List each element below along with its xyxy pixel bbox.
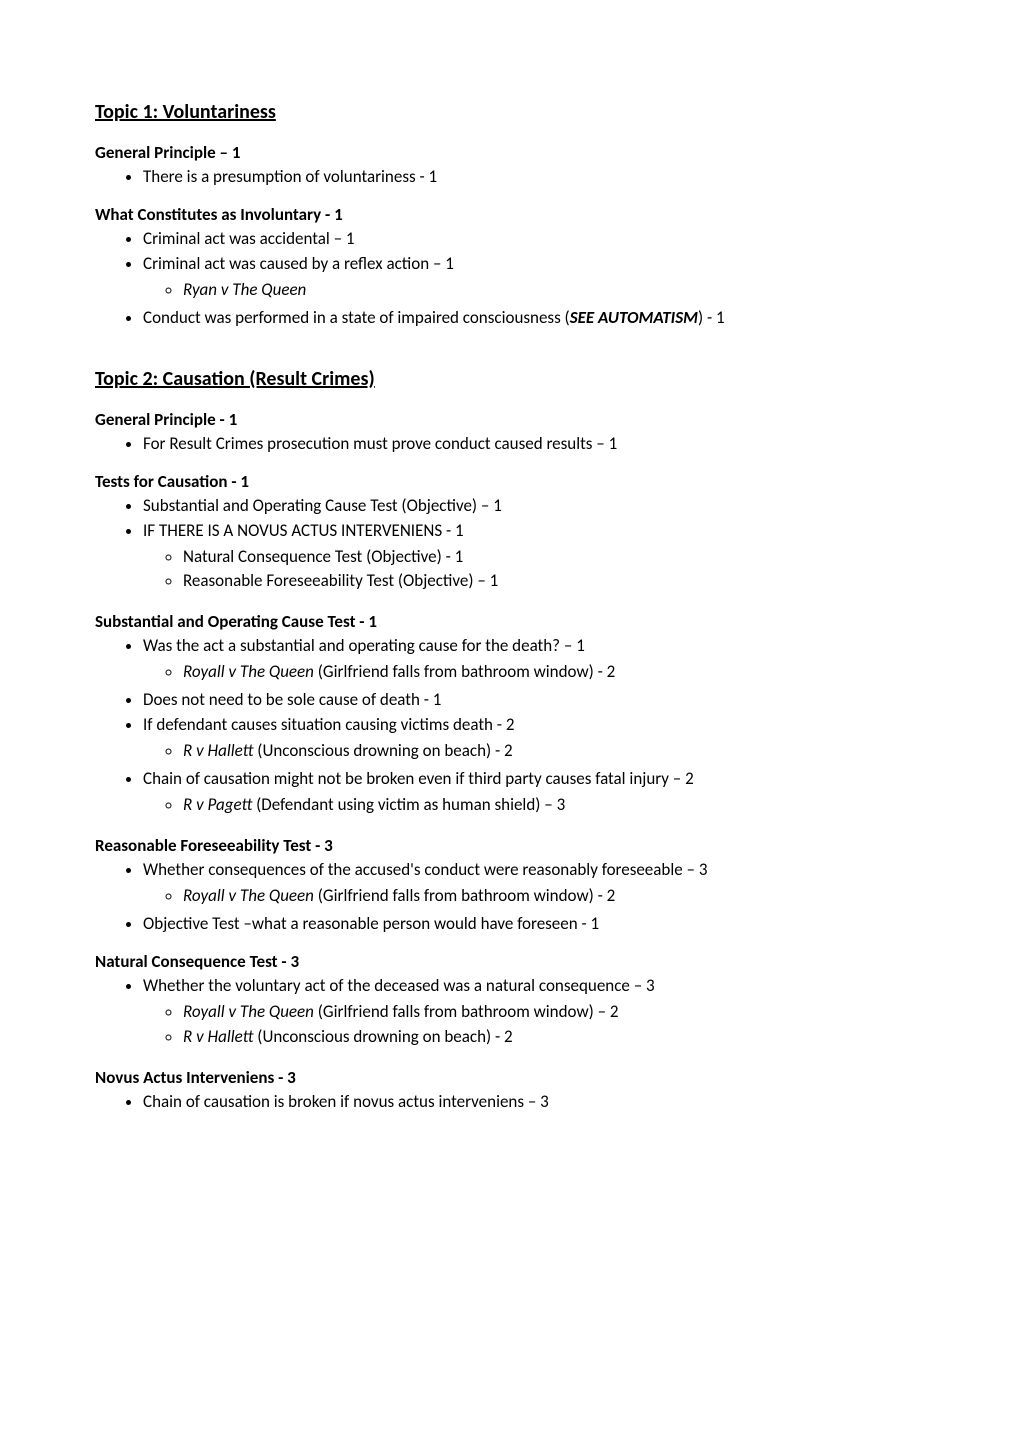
sublist: R v Pagett (Defendant using victim as hu…: [143, 793, 925, 818]
list-general-2: For Result Crimes prosecution must prove…: [95, 432, 925, 457]
list-item: Natural Consequence Test (Objective) - 1: [183, 545, 925, 570]
case-citation: R v Pagett: [183, 794, 252, 815]
case-citation: Ryan v The Queen: [183, 279, 306, 300]
text-part: (Unconscious drowning on beach) - 2: [253, 740, 512, 761]
list-item: Does not need to be sole cause of death …: [143, 688, 925, 713]
case-citation: Royall v The Queen: [183, 885, 314, 906]
list-item: Royall v The Queen (Girlfriend falls fro…: [183, 660, 925, 685]
sublist: Natural Consequence Test (Objective) - 1…: [143, 545, 925, 595]
list-item: Objective Test –what a reasonable person…: [143, 912, 925, 937]
text-part: (Girlfriend falls from bathroom window) …: [314, 1001, 619, 1022]
list-item: Whether the voluntary act of the decease…: [143, 974, 925, 1053]
case-citation: Royall v The Queen: [183, 661, 314, 682]
list-item: For Result Crimes prosecution must prove…: [143, 432, 925, 457]
list-item: IF THERE IS A NOVUS ACTUS INTERVENIENS -…: [143, 519, 925, 598]
list-foreseeability: Whether consequences of the accused's co…: [95, 858, 925, 937]
section-heading-novus: Novus Actus Interveniens - 3: [95, 1067, 925, 1088]
list-natural: Whether the voluntary act of the decease…: [95, 974, 925, 1053]
sublist: Royall v The Queen (Girlfriend falls fro…: [143, 660, 925, 685]
document-page: Topic 1: Voluntariness General Principle…: [0, 0, 1020, 1189]
list-item-text: Criminal act was caused by a reflex acti…: [143, 253, 454, 274]
case-citation: Royall v The Queen: [183, 1001, 314, 1022]
list-item: Reasonable Foreseeability Test (Objectiv…: [183, 569, 925, 594]
case-citation: R v Hallett: [183, 1026, 253, 1047]
list-item: R v Hallett (Unconscious drowning on bea…: [183, 1025, 925, 1050]
text-part: ) - 1: [698, 307, 725, 328]
list-item: R v Hallett (Unconscious drowning on bea…: [183, 739, 925, 764]
list-item-text: Whether consequences of the accused's co…: [143, 859, 707, 880]
list-item: There is a presumption of voluntariness …: [143, 165, 925, 190]
topic-1-heading: Topic 1: Voluntariness: [95, 100, 925, 124]
sublist: Royall v The Queen (Girlfriend falls fro…: [143, 884, 925, 909]
section-heading-foreseeability: Reasonable Foreseeability Test - 3: [95, 835, 925, 856]
emphasis-text: SEE AUTOMATISM: [570, 307, 698, 328]
list-item: Royall v The Queen (Girlfriend falls fro…: [183, 884, 925, 909]
list-general-1: There is a presumption of voluntariness …: [95, 165, 925, 190]
section-heading-general-1: General Principle – 1: [95, 142, 925, 163]
section-heading-natural: Natural Consequence Test - 3: [95, 951, 925, 972]
sublist: R v Hallett (Unconscious drowning on bea…: [143, 739, 925, 764]
list-item: Was the act a substantial and operating …: [143, 634, 925, 688]
section-heading-involuntary: What Constitutes as Involuntary - 1: [95, 204, 925, 225]
list-item: Criminal act was caused by a reflex acti…: [143, 252, 925, 306]
list-item: Conduct was performed in a state of impa…: [143, 306, 925, 331]
list-item: Whether consequences of the accused's co…: [143, 858, 925, 912]
sublist: Ryan v The Queen: [143, 278, 925, 303]
list-substantial: Was the act a substantial and operating …: [95, 634, 925, 821]
list-item-text: IF THERE IS A NOVUS ACTUS INTERVENIENS -…: [143, 520, 464, 541]
text-part: (Defendant using victim as human shield)…: [252, 794, 565, 815]
list-item-text: Whether the voluntary act of the decease…: [143, 975, 655, 996]
list-involuntary: Criminal act was accidental – 1 Criminal…: [95, 227, 925, 331]
list-item-text: Chain of causation might not be broken e…: [143, 768, 694, 789]
list-item: Substantial and Operating Cause Test (Ob…: [143, 494, 925, 519]
text-part: (Girlfriend falls from bathroom window) …: [314, 885, 615, 906]
list-item: Chain of causation might not be broken e…: [143, 767, 925, 821]
spacer: [95, 345, 925, 367]
sublist: Royall v The Queen (Girlfriend falls fro…: [143, 1000, 925, 1050]
list-tests: Substantial and Operating Cause Test (Ob…: [95, 494, 925, 598]
list-novus: Chain of causation is broken if novus ac…: [95, 1090, 925, 1115]
list-item-text: If defendant causes situation causing vi…: [143, 714, 514, 735]
list-item-text: Was the act a substantial and operating …: [143, 635, 585, 656]
list-item: Ryan v The Queen: [183, 278, 925, 303]
case-citation: R v Hallett: [183, 740, 253, 761]
list-item: Criminal act was accidental – 1: [143, 227, 925, 252]
section-heading-tests: Tests for Causation - 1: [95, 471, 925, 492]
section-heading-substantial: Substantial and Operating Cause Test - 1: [95, 611, 925, 632]
section-heading-general-2: General Principle - 1: [95, 409, 925, 430]
list-item: If defendant causes situation causing vi…: [143, 713, 925, 767]
list-item: Chain of causation is broken if novus ac…: [143, 1090, 925, 1115]
text-part: Conduct was performed in a state of impa…: [143, 307, 570, 328]
list-item: Royall v The Queen (Girlfriend falls fro…: [183, 1000, 925, 1025]
text-part: (Girlfriend falls from bathroom window) …: [314, 661, 615, 682]
topic-2-heading: Topic 2: Causation (Result Crimes): [95, 367, 925, 391]
text-part: (Unconscious drowning on beach) - 2: [253, 1026, 512, 1047]
list-item: R v Pagett (Defendant using victim as hu…: [183, 793, 925, 818]
